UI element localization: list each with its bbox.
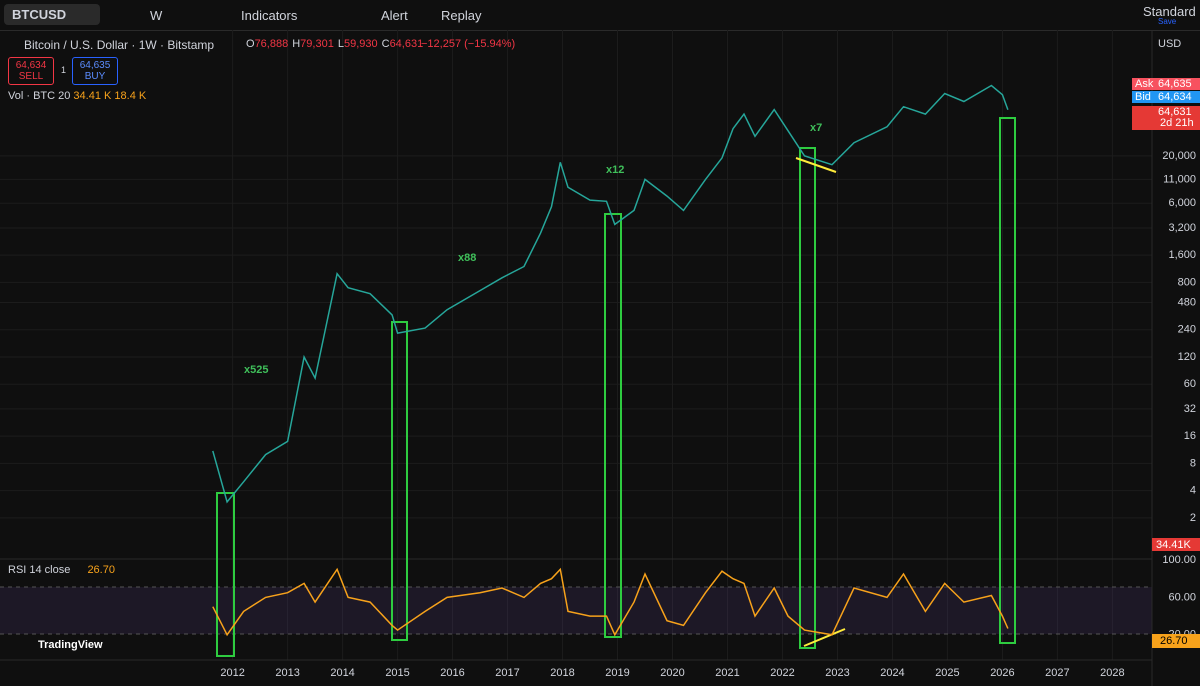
y-tick-label: 11,000 [1163, 173, 1196, 185]
bid-price: 64,634 [1158, 91, 1192, 103]
volume-v1: 34.41 K [73, 90, 112, 102]
ohlc-value: 64,631 [389, 38, 424, 50]
x-tick-label: 2015 [385, 667, 409, 679]
y-tick-label: 120 [1178, 351, 1196, 363]
y-tick-label: 32 [1184, 403, 1196, 415]
change: −12,257 (−15.94%) [421, 38, 516, 50]
rsi-legend-value: 26.70 [87, 564, 115, 576]
x-tick-label: 2021 [715, 667, 739, 679]
y-tick-label: 60.00 [1168, 591, 1196, 603]
bid-tag [1132, 91, 1200, 103]
highlight-boxes [216, 117, 1016, 657]
y-tick-label: 60 [1184, 378, 1196, 390]
ohlc-value: 59,930 [343, 38, 378, 50]
annotation: x525 [244, 364, 268, 376]
volume-legend: Vol · BTC 20 34.41 K 18.4 K [8, 90, 146, 102]
countdown: 2d 21h [1160, 117, 1194, 129]
ask-tag [1132, 78, 1200, 90]
rsi-legend: RSI 14 close 26.70 [8, 564, 115, 576]
x-tick-label: 2028 [1100, 667, 1124, 679]
x-tick-label: 2016 [440, 667, 464, 679]
last-price-tag [1132, 106, 1200, 130]
replay-button[interactable]: Replay [441, 8, 482, 23]
volume-tag [1152, 538, 1200, 551]
annotation: x7 [810, 122, 822, 134]
y-tick-label: 4 [1190, 485, 1196, 497]
x-tick-label: 2020 [660, 667, 684, 679]
y-tick-label: 1,600 [1168, 249, 1196, 261]
x-tick-label: 2027 [1045, 667, 1069, 679]
ohlc-value: 76,888 [254, 38, 289, 50]
ask-price: 64,635 [1158, 78, 1192, 90]
x-tick-label: 2012 [220, 667, 244, 679]
x-tick-label: 2025 [935, 667, 959, 679]
sell-label: SELL [18, 71, 44, 82]
volume-name: Vol · BTC 20 [8, 90, 71, 102]
y-tick-label: 3,200 [1168, 222, 1196, 234]
chart: 20.0060.00100.00202820272026202520242023… [0, 30, 1200, 686]
y-tick-label: 16 [1184, 430, 1196, 442]
symbol-search[interactable]: BTCUSD [4, 4, 100, 25]
x-tick-label: 2023 [825, 667, 849, 679]
y-tick-label: 100.00 [1162, 554, 1196, 566]
ohlc-label: H [292, 38, 301, 50]
y-tick-label: 8 [1190, 457, 1196, 469]
buy-price: 64,635 [79, 60, 111, 71]
rsi-tag [1152, 634, 1200, 648]
ohlc-label: O [246, 38, 255, 50]
sell-price: 64,634 [15, 60, 47, 71]
rsi-band [0, 587, 1152, 634]
bid-label: Bid [1135, 91, 1151, 103]
x-tick-label: 2024 [880, 667, 904, 679]
y-tick-label: 20,000 [1162, 150, 1196, 162]
series [212, 84, 1009, 504]
rsi-value: 26.70 [1160, 635, 1188, 647]
volume-value: 34.41K [1156, 539, 1192, 551]
x-tick-label: 2022 [770, 667, 794, 679]
trend-lines [795, 157, 846, 647]
layout-name[interactable]: Standard [1143, 4, 1196, 19]
line [212, 567, 1009, 637]
x-tick-label: 2026 [990, 667, 1014, 679]
indicators-button[interactable]: Indicators [241, 8, 298, 23]
buy-label: BUY [84, 71, 106, 82]
series [212, 567, 1009, 637]
y-tick-label: 480 [1178, 296, 1196, 308]
spread: 1 [61, 65, 67, 75]
save-button[interactable]: Save [1158, 17, 1177, 26]
toolbar: BTCUSD W Indicators Alert Replay Standar… [0, 0, 1200, 31]
alert-button[interactable]: Alert [381, 8, 408, 23]
ohlc-label: C [381, 38, 390, 50]
ohlc: O76,888 H79,301 L59,930 C64,631 [246, 38, 427, 50]
interval[interactable]: W [150, 8, 163, 23]
brand: TradingView [38, 639, 103, 651]
line [212, 84, 1009, 504]
y-tick-label: 6,000 [1168, 197, 1196, 209]
x-tick-label: 2017 [495, 667, 519, 679]
ohlc-value: 79,301 [300, 38, 334, 50]
ohlc-label: L [337, 38, 344, 50]
x-tick-label: 2019 [605, 667, 629, 679]
last-price: 64,631 [1158, 106, 1192, 118]
x-tick-label: 2014 [330, 667, 354, 679]
y-tick-label: 240 [1178, 324, 1196, 336]
sell-button[interactable]: 64,634 SELL [8, 57, 54, 85]
y-tick-label: 800 [1178, 276, 1196, 288]
annotation: x88 [458, 252, 476, 264]
buy-button[interactable]: 64,635 BUY [72, 57, 118, 85]
x-tick-label: 2018 [550, 667, 574, 679]
y-tick-label: 2 [1190, 512, 1196, 524]
rsi-name: RSI 14 close [8, 564, 71, 576]
currency[interactable]: USD [1158, 38, 1181, 50]
annotation: x12 [606, 164, 624, 176]
legend-title: Bitcoin / U.S. Dollar · 1W · Bitstamp [24, 38, 215, 52]
ask-label: Ask [1135, 78, 1154, 90]
x-tick-label: 2013 [275, 667, 299, 679]
volume-v2: 18.4 K [114, 90, 147, 102]
